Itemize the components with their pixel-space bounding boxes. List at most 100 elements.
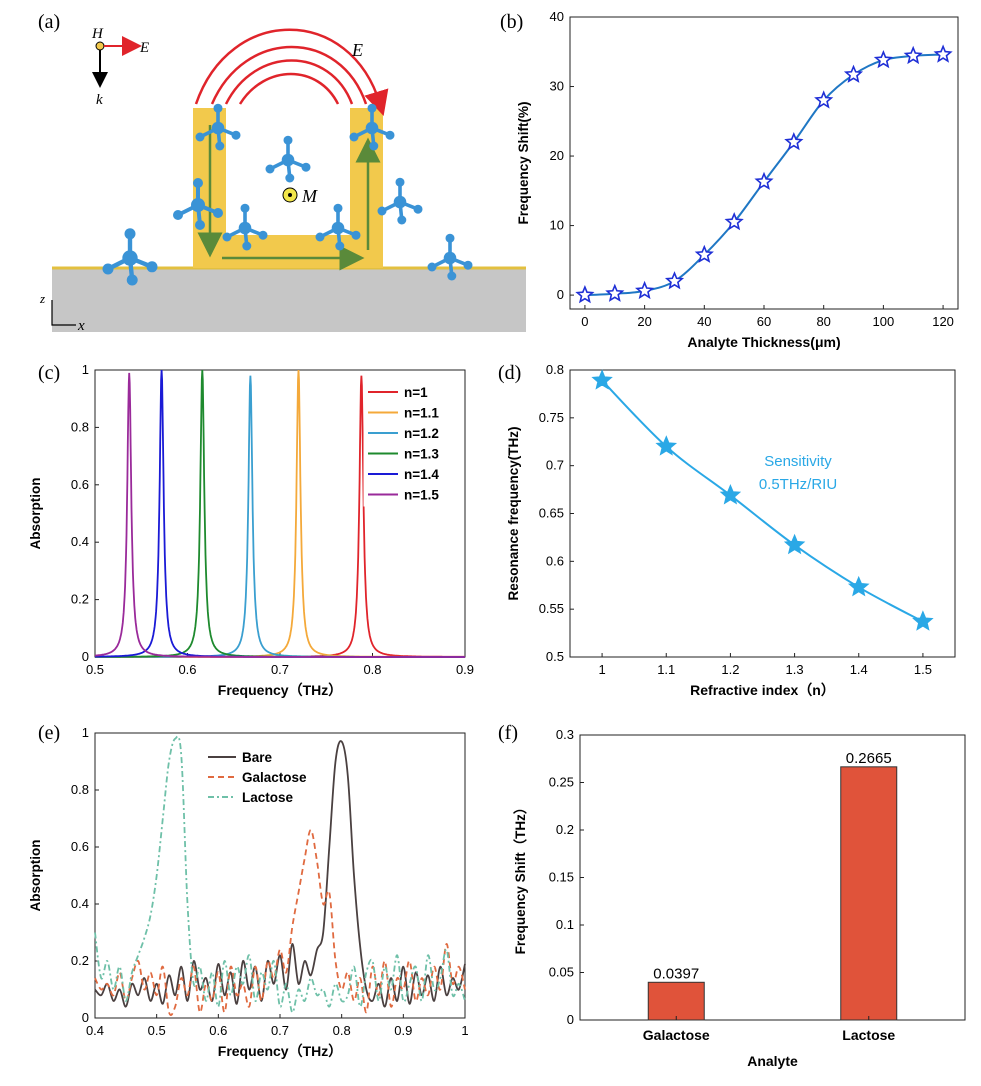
y-tick-label: 0.6 [546, 553, 564, 568]
y-tick-label: 0.1 [556, 917, 574, 932]
x-tick-label: 40 [697, 314, 711, 329]
legend-label: n=1 [404, 385, 428, 400]
y-tick-label: 10 [550, 218, 564, 233]
data-point-star [575, 284, 595, 304]
chart-d-resonance-vs-index: (d) 1 1.1 1.2 1.3 1.4 1.5 0.5 0.55 0.6 0.65 0.7 0.75… [498, 362, 956, 698]
molecule-atom [126, 274, 138, 286]
annotation-line-1: Sensitivity [764, 453, 832, 470]
panel-f: (f) 0 0.05 0.1 0.15 0.2 0.25 0.3 0.0397 Galactose… [490, 705, 981, 1081]
panel-a: (a) H E k E M z x [0, 0, 540, 345]
x-tick-label: 120 [932, 314, 954, 329]
y-tick-label: 0.6 [71, 839, 89, 854]
molecule-atom [258, 230, 268, 240]
molecule-atom [377, 206, 387, 216]
molecule-center-atom [443, 251, 457, 265]
molecule-atom [195, 132, 205, 142]
h-field-dot-icon [95, 41, 105, 51]
legend-box [363, 377, 461, 507]
x-tick-label: 0.6 [209, 1023, 227, 1038]
molecule-atom [463, 260, 473, 270]
x-tick-label: 20 [637, 314, 651, 329]
y-tick-label: 30 [550, 79, 564, 94]
y-tick-label: 0.8 [546, 362, 564, 377]
axis-label-e: E [139, 40, 149, 56]
data-point-star [814, 90, 834, 109]
data-point-star [843, 64, 864, 83]
x-tick-label: Lactose [842, 1027, 895, 1043]
x-tick-label: 1 [461, 1023, 468, 1038]
molecule-atom [124, 228, 136, 240]
y-tick-label: 0.05 [549, 965, 574, 980]
zx-axes [51, 300, 76, 326]
panel-label: (d) [498, 362, 521, 384]
x-tick-label: 0.5 [86, 662, 104, 677]
y-tick-label: 0.15 [549, 870, 574, 885]
bar-Lactose [840, 766, 898, 1021]
molecule-center-atom [281, 153, 295, 167]
data-point-star [783, 533, 806, 555]
x-axis-label: Frequency（THz） [218, 1043, 342, 1059]
annotation-line-2: 0.5THz/RIU [759, 476, 837, 493]
legend-label: Bare [242, 750, 273, 765]
molecule-atom [193, 178, 203, 188]
molecule-icon [222, 203, 268, 251]
data-point-star [591, 369, 613, 390]
x-tick-label: 1.4 [850, 662, 868, 677]
legend-label: Galactose [242, 770, 307, 785]
x-tick-label: 1.1 [657, 662, 675, 677]
axis-label-h: H [91, 26, 104, 42]
x-tick-label: Galactose [643, 1027, 710, 1043]
legend-label: n=1.1 [404, 406, 439, 421]
molecule-atom [265, 164, 275, 174]
legend-label: Lactose [242, 790, 294, 805]
y-tick-label: 0.75 [539, 410, 564, 425]
data-point-star [605, 283, 625, 302]
plot-frame [579, 734, 966, 1021]
y-axis-label: Frequency Shift(%) [516, 101, 531, 224]
molecule-atom [349, 132, 359, 142]
y-tick-label: 0.4 [71, 534, 89, 549]
data-point-star [664, 271, 685, 290]
data-point-star [933, 44, 953, 63]
y-tick-label: 0 [82, 649, 89, 664]
data-point-star [635, 280, 655, 300]
x-tick-label: 0.4 [86, 1023, 104, 1038]
molecule-icon [315, 203, 361, 251]
molecule-atom [240, 203, 250, 213]
series-line-Lactose [94, 735, 466, 1014]
x-tick-label: 1.5 [914, 662, 932, 677]
molecule-atom [283, 135, 293, 145]
molecule-atom [385, 130, 395, 140]
series-line [601, 379, 924, 623]
molecule-atom [395, 177, 405, 187]
y-tick-label: 1 [82, 725, 89, 740]
legend-label: n=1.3 [404, 447, 439, 462]
molecule-atom [445, 233, 455, 243]
schematic-diagram: (a) H E k E M z x [38, 11, 526, 334]
x-tick-label: 0.9 [394, 1023, 412, 1038]
molecule-icon [173, 178, 223, 230]
chart-c-absorption-spectra: (c) 0.5 0.6 0.7 0.8 0.9 0 0.2 0.4 0.6 0.8 1 Frequenc… [28, 362, 474, 698]
molecule-center-atom [122, 250, 138, 266]
molecule-icon [349, 103, 395, 151]
panel-c: (c) 0.5 0.6 0.7 0.8 0.9 0 0.2 0.4 0.6 0.8 1 Frequenc… [0, 355, 490, 705]
y-tick-label: 0.2 [71, 953, 89, 968]
y-tick-label: 0.2 [71, 592, 89, 607]
molecule-atom [397, 215, 407, 225]
y-tick-label: 0.65 [539, 506, 564, 521]
x-tick-label: 0.7 [271, 1023, 289, 1038]
molecule-atom [231, 130, 241, 140]
molecule-atom [285, 173, 295, 183]
series-line-n=1.5 [95, 372, 465, 658]
legend-label: n=1.4 [404, 467, 439, 482]
y-tick-label: 1 [82, 362, 89, 377]
data-point-star [655, 435, 678, 456]
x-axis-label: Frequency（THz） [218, 682, 342, 698]
y-axis-label: Resonance frequency(THz) [506, 426, 521, 600]
panel-e: (e) 0.4 0.5 0.6 0.7 0.8 0.9 1 0 0.2 0.4 0.6 0.8 1 Freq… [0, 705, 490, 1081]
molecule-atom [146, 261, 158, 273]
e-field-arc-2 [210, 45, 368, 105]
plot-frame [569, 369, 956, 658]
molecule-center-atom [211, 121, 225, 135]
series-line-Bare [94, 740, 466, 1008]
